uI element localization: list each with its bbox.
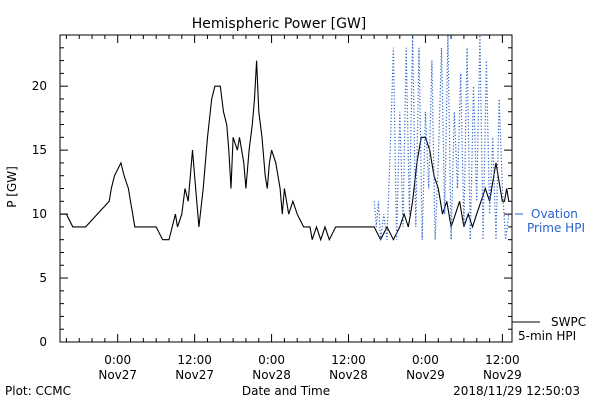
x-tick-time-label: 12:00 [331,353,366,367]
y-tick-label: 20 [32,79,47,93]
x-axis: 0:00Nov2712:00Nov270:00Nov2812:00Nov280:… [65,35,522,382]
series-line-ovation [373,34,510,240]
x-tick-date-label: Nov28 [329,368,368,382]
y-axis: 0 5 10 15 20 [32,34,512,349]
y-tick-label: 15 [32,143,47,157]
x-tick-time-label: 12:00 [485,353,520,367]
y-axis-label: P [GW] [5,166,19,208]
x-axis-label: Date and Time [242,384,330,398]
plot-frame [59,34,513,343]
x-tick-date-label: Nov27 [98,368,137,382]
swpc-label-line2: 5-min HPI [518,329,576,343]
x-tick-date-label: Nov29 [406,368,445,382]
x-tick-time-label: 0:00 [412,353,439,367]
x-tick-time-label: 0:00 [104,353,131,367]
swpc-label-line1: SWPC [551,315,586,329]
ovation-label-line2: Prime HPI [527,221,585,235]
x-tick-date-label: Nov27 [175,368,214,382]
series-line-swpc [60,60,510,242]
y-tick-label: 5 [39,271,47,285]
plot-timestamp: 2018/11/29 12:50:03 [453,384,580,398]
plot-credit: Plot: CCMC [5,384,71,398]
y-tick-label: 0 [39,335,47,349]
chart-title: Hemispheric Power [GW] [192,16,367,32]
x-tick-time-label: 0:00 [258,353,285,367]
series-lines [60,34,510,242]
x-tick-date-label: Nov29 [483,368,522,382]
ovation-label-line1: Ovation [531,207,578,221]
x-tick-time-label: 12:00 [177,353,212,367]
x-tick-date-label: Nov28 [252,368,291,382]
y-tick-label: 10 [32,207,47,221]
